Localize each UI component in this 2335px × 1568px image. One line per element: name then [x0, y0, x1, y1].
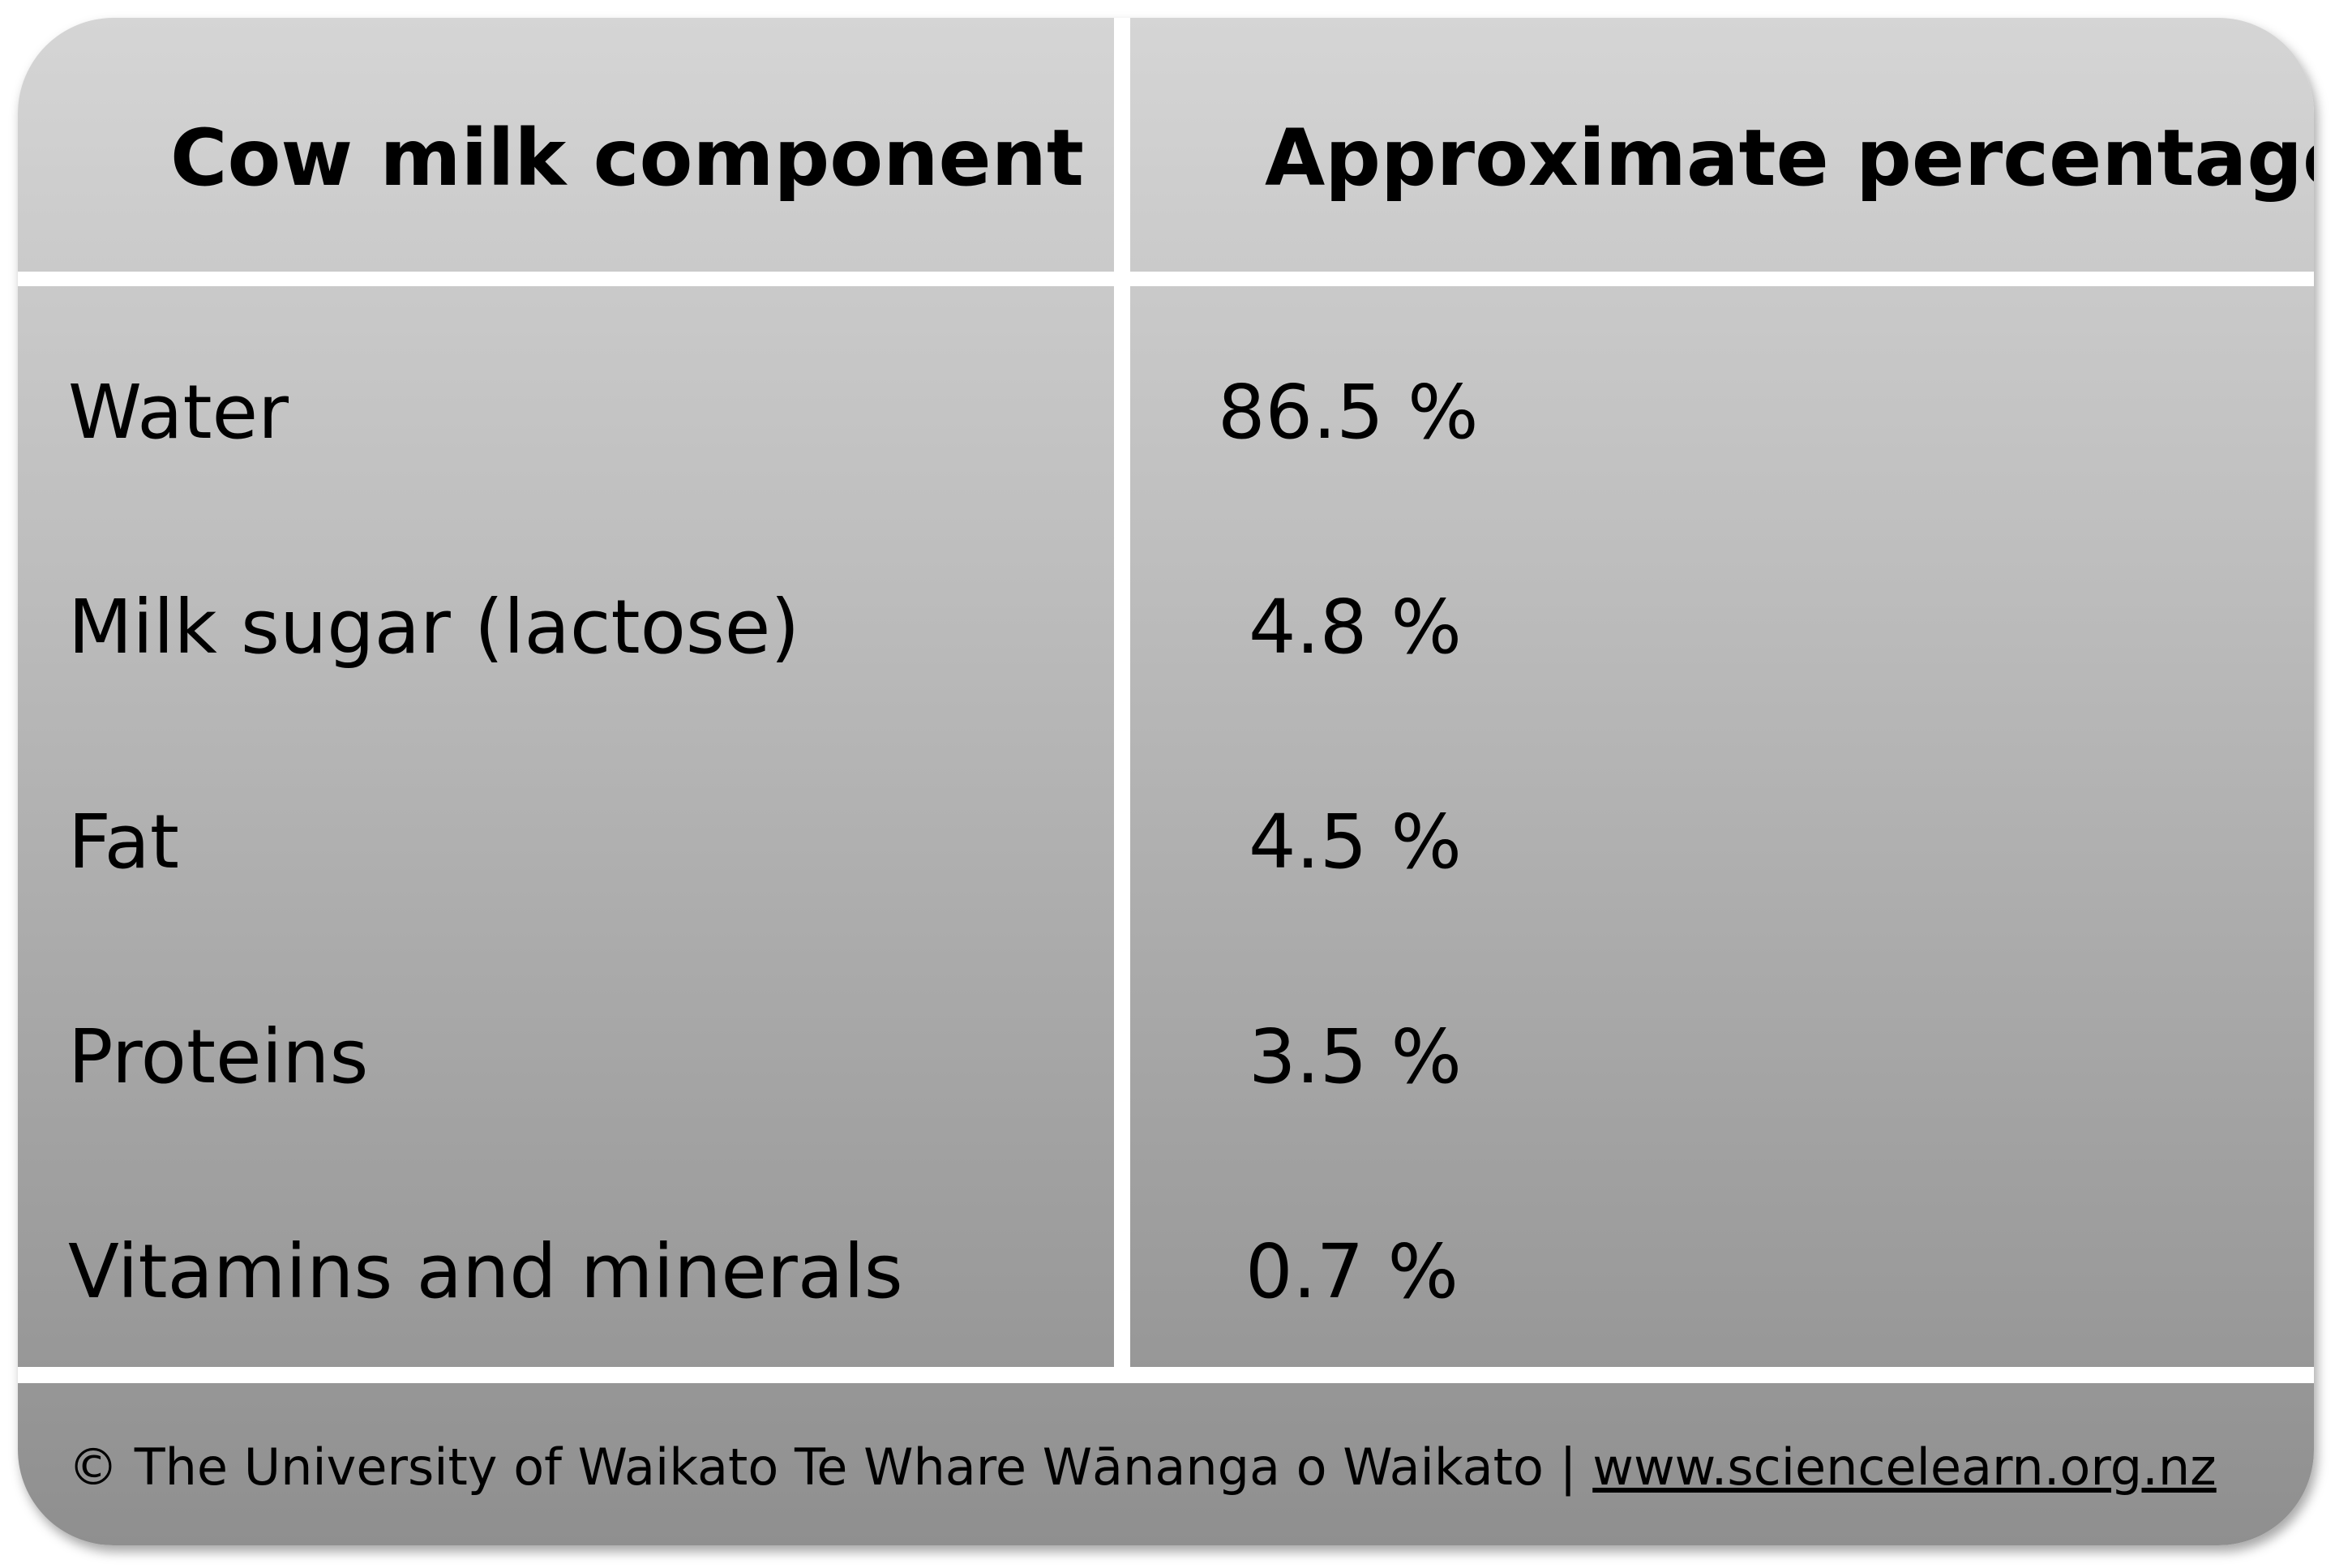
row-value-fat: 4.5 %	[1249, 799, 1462, 885]
website-link[interactable]: www.sciencelearn.org.nz	[1592, 1437, 2217, 1497]
column-header-percentage: Approximate percentage	[1265, 113, 2314, 203]
copyright-text: © The University of Waikato Te Whare Wān…	[68, 1437, 1593, 1497]
row-label-lactose: Milk sugar (lactose)	[68, 584, 800, 670]
row-value-proteins: 3.5 %	[1249, 1013, 1462, 1100]
row-label-fat: Fat	[68, 799, 179, 885]
milk-composition-table: Cow milk component Approximate percentag…	[18, 18, 2314, 1545]
header-divider	[18, 272, 2314, 286]
row-value-water: 86.5 %	[1218, 369, 1479, 456]
row-label-proteins: Proteins	[68, 1013, 369, 1100]
row-value-lactose: 4.8 %	[1249, 584, 1462, 670]
row-value-vitamins: 0.7 %	[1245, 1228, 1459, 1315]
copyright-footer: © The University of Waikato Te Whare Wān…	[68, 1435, 2217, 1500]
column-header-component: Cow milk component	[170, 113, 1084, 203]
row-label-vitamins: Vitamins and minerals	[68, 1228, 903, 1315]
column-divider	[1114, 18, 1130, 1370]
footer-divider	[18, 1367, 2314, 1383]
row-label-water: Water	[68, 369, 289, 456]
